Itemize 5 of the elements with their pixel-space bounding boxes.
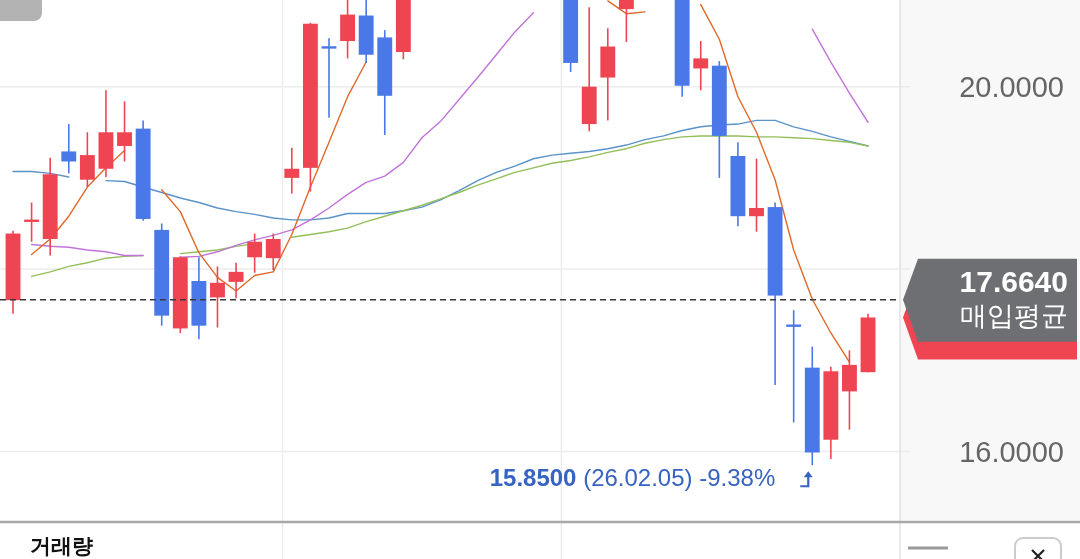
y-tick-label: 16.0000	[959, 435, 1064, 468]
ref-line-label: 17.6640 매입평균	[959, 264, 1068, 331]
annotation: 15.8500 (26.02.05) -9.38%	[489, 464, 776, 492]
y-tick-label: 20.0000	[959, 70, 1064, 103]
text: 거래량	[30, 534, 93, 557]
